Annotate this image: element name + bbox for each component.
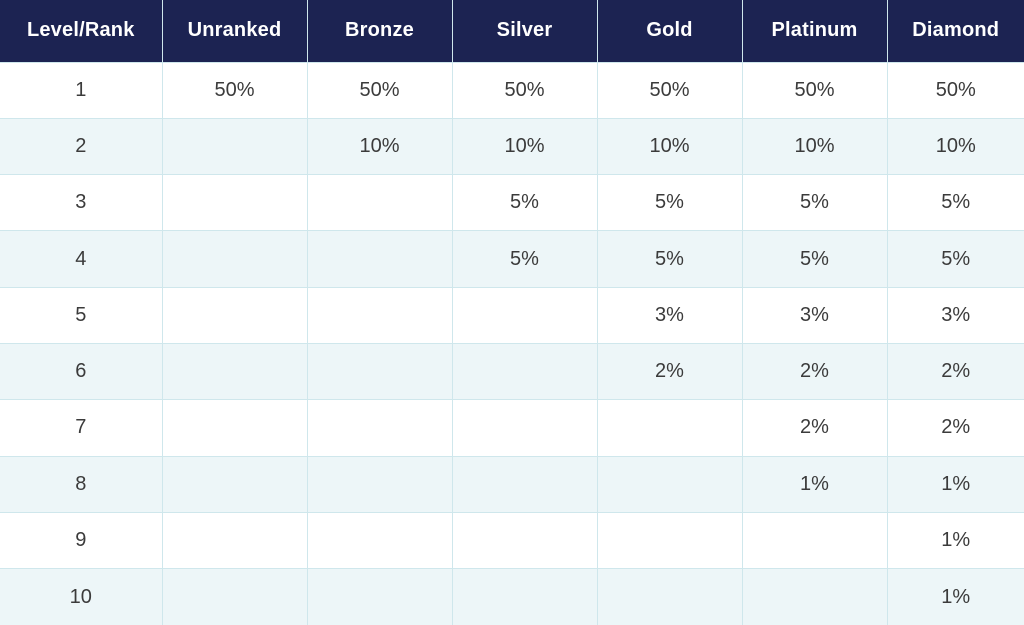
rate-cell — [161, 399, 307, 457]
rate-cell — [306, 230, 452, 288]
rate-cell: 50% — [886, 62, 1024, 119]
rate-cell — [451, 512, 597, 570]
rate-cell — [161, 118, 307, 176]
rate-cell — [161, 512, 307, 570]
rate-cell: 50% — [161, 62, 307, 119]
rate-cell: 1% — [886, 568, 1024, 625]
rate-cell — [161, 287, 307, 344]
rate-cell — [741, 512, 887, 570]
rate-cell: 2% — [596, 343, 742, 401]
rate-cell: 5% — [886, 174, 1024, 232]
table-row: 4 5% 5% 5% 5% — [0, 230, 1024, 288]
rate-cell — [161, 456, 307, 513]
table-header-row: Level/Rank Unranked Bronze Silver Gold Platin… — [0, 0, 1024, 63]
table-header: Level/Rank Unranked Bronze Silver Gold Platin… — [0, 0, 1024, 63]
rate-cell: 50% — [596, 62, 742, 119]
rate-cell — [161, 174, 307, 232]
rate-cell: 5% — [451, 230, 597, 288]
rate-cell — [306, 399, 452, 457]
rate-cell — [596, 456, 742, 513]
level-cell: 9 — [0, 512, 162, 570]
column-header-gold: Gold — [596, 0, 742, 63]
rate-cell: 2% — [886, 343, 1024, 401]
rate-cell: 50% — [741, 62, 887, 119]
rate-cell — [161, 343, 307, 401]
rate-cell — [306, 343, 452, 401]
table-row: 7 2% 2% — [0, 399, 1024, 457]
table-body: 1 50% 50% 50% 50% 50% 50% 2 10% 10% 10% 10% 10% 3 5% 5%… — [0, 62, 1024, 625]
level-cell: 5 — [0, 287, 162, 344]
table-row: 3 5% 5% 5% 5% — [0, 174, 1024, 232]
table-row: 10 1% — [0, 568, 1024, 625]
level-cell: 7 — [0, 399, 162, 457]
rate-cell: 5% — [886, 230, 1024, 288]
rate-cell: 5% — [741, 174, 887, 232]
rate-cell: 5% — [596, 174, 742, 232]
table-row: 1 50% 50% 50% 50% 50% 50% — [0, 62, 1024, 119]
level-cell: 3 — [0, 174, 162, 232]
rate-cell: 5% — [741, 230, 887, 288]
column-header-level-rank: Level/Rank — [0, 0, 162, 63]
rate-cell: 1% — [886, 456, 1024, 513]
rate-cell: 10% — [741, 118, 887, 176]
rate-cell — [306, 174, 452, 232]
rate-cell — [451, 456, 597, 513]
rate-cell — [596, 399, 742, 457]
rate-cell: 1% — [741, 456, 887, 513]
rate-cell: 10% — [886, 118, 1024, 176]
level-cell: 6 — [0, 343, 162, 401]
rate-cell: 3% — [596, 287, 742, 344]
rate-cell: 3% — [741, 287, 887, 344]
rate-cell — [451, 399, 597, 457]
rate-cell — [451, 287, 597, 344]
rate-cell — [306, 512, 452, 570]
rate-cell: 50% — [306, 62, 452, 119]
column-header-diamond: Diamond — [886, 0, 1024, 63]
rate-cell — [161, 568, 307, 625]
table-row: 9 1% — [0, 512, 1024, 570]
rate-cell: 2% — [886, 399, 1024, 457]
rate-cell — [306, 456, 452, 513]
level-cell: 1 — [0, 62, 162, 119]
table-row: 2 10% 10% 10% 10% 10% — [0, 118, 1024, 176]
column-header-silver: Silver — [451, 0, 597, 63]
rate-cell — [306, 287, 452, 344]
rate-cell — [161, 230, 307, 288]
level-cell: 2 — [0, 118, 162, 176]
table-row: 5 3% 3% 3% — [0, 287, 1024, 344]
rate-cell: 2% — [741, 399, 887, 457]
rate-cell: 10% — [306, 118, 452, 176]
rate-cell — [596, 512, 742, 570]
rate-cell — [451, 568, 597, 625]
table-row: 8 1% 1% — [0, 456, 1024, 513]
column-header-unranked: Unranked — [161, 0, 307, 63]
rate-cell: 5% — [451, 174, 597, 232]
rate-cell: 1% — [886, 512, 1024, 570]
rate-cell — [306, 568, 452, 625]
level-cell: 10 — [0, 568, 162, 625]
rate-cell — [741, 568, 887, 625]
rate-cell — [596, 568, 742, 625]
table-row: 6 2% 2% 2% — [0, 343, 1024, 401]
rate-cell: 3% — [886, 287, 1024, 344]
rate-cell: 10% — [596, 118, 742, 176]
column-header-bronze: Bronze — [306, 0, 452, 63]
rate-cell: 5% — [596, 230, 742, 288]
column-header-platinum: Platinum — [741, 0, 887, 63]
level-cell: 4 — [0, 230, 162, 288]
rate-cell: 10% — [451, 118, 597, 176]
rate-cell — [451, 343, 597, 401]
rate-cell: 50% — [451, 62, 597, 119]
rate-cell: 2% — [741, 343, 887, 401]
level-cell: 8 — [0, 456, 162, 513]
